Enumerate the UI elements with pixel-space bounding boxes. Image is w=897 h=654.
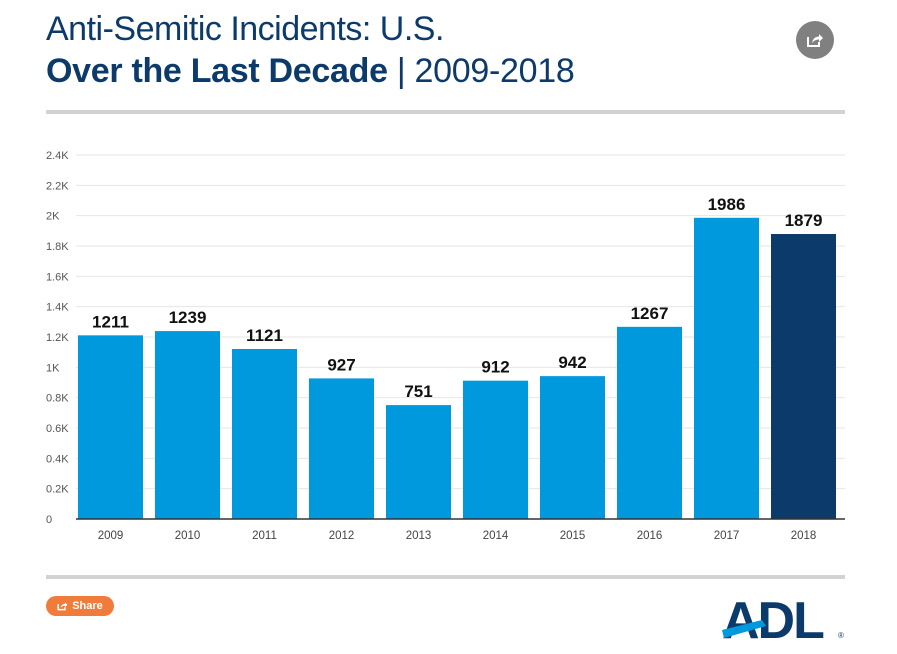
y-tick-label: 1.4K — [46, 302, 69, 314]
y-tick-label: 1.6K — [46, 271, 69, 283]
data-label: 1211 — [92, 312, 129, 331]
x-tick-label: 2016 — [637, 530, 663, 542]
x-tick-label: 2018 — [791, 530, 817, 542]
data-label: 1879 — [785, 211, 823, 230]
x-tick-label: 2009 — [98, 530, 124, 542]
svg-text:ADL: ADL — [722, 594, 824, 642]
bar-2015 — [540, 376, 605, 519]
y-tick-label: 2.4K — [46, 150, 69, 162]
chart-title: Anti-Semitic Incidents: U.S. — [46, 10, 444, 48]
bar-2012 — [309, 378, 374, 519]
bar-2011 — [232, 348, 297, 519]
bar-2014 — [463, 380, 528, 519]
y-tick-label: 0.8K — [46, 393, 69, 405]
y-tick-label: 2.2K — [46, 180, 69, 192]
subtitle-range: 2009-2018 — [414, 52, 575, 90]
x-tick-label: 2017 — [714, 530, 740, 542]
y-tick-label: 0.6K — [46, 423, 69, 435]
bar-2013 — [386, 405, 451, 519]
data-label: 1267 — [631, 304, 669, 323]
x-tick-label: 2015 — [560, 530, 586, 542]
y-tick-label: 2K — [46, 211, 60, 223]
data-label: 927 — [327, 355, 355, 374]
data-label: 912 — [481, 358, 509, 377]
y-tick-label: 0.4K — [46, 453, 69, 465]
y-tick-label: 0.2K — [46, 484, 69, 496]
chart-subtitle: Over the Last Decade | 2009-2018 — [46, 52, 575, 91]
data-label: 1239 — [169, 308, 207, 327]
y-tick-label: 0 — [46, 514, 52, 526]
data-label: 1121 — [246, 326, 283, 345]
top-divider — [46, 110, 845, 114]
x-tick-label: 2010 — [175, 530, 201, 542]
bar-2010 — [155, 331, 220, 519]
bar-2018 — [771, 234, 836, 519]
y-tick-label: 1.8K — [46, 241, 69, 253]
y-tick-label: 1.2K — [46, 332, 69, 344]
bottom-divider — [46, 575, 845, 579]
data-label: 751 — [404, 382, 432, 401]
data-label: 942 — [558, 353, 586, 372]
x-tick-label: 2011 — [252, 530, 277, 542]
share-circle-button[interactable] — [796, 21, 834, 59]
data-label: 1986 — [708, 195, 746, 214]
bar-chart: 0 0.2K 0.4K 0.6K 0.8K 1K 1.2K 1.4K 1.6K 1.8K 2K 2.2… — [46, 150, 845, 542]
bar-2009 — [78, 335, 143, 519]
share-icon — [807, 34, 823, 47]
adl-logo: ADL ® — [722, 594, 844, 642]
svg-text:®: ® — [838, 631, 844, 640]
subtitle-bold: Over the Last Decade — [46, 52, 388, 90]
bar-2016 — [617, 326, 682, 519]
x-tick-label: 2012 — [329, 530, 355, 542]
subtitle-separator: | — [387, 52, 415, 90]
share-button[interactable]: Share — [46, 596, 114, 616]
share-button-label: Share — [72, 600, 103, 612]
y-tick-label: 1K — [46, 362, 60, 374]
x-tick-label: 2014 — [483, 530, 509, 542]
bar-2017 — [694, 217, 759, 519]
share-icon — [57, 602, 68, 611]
x-tick-label: 2013 — [406, 530, 432, 542]
